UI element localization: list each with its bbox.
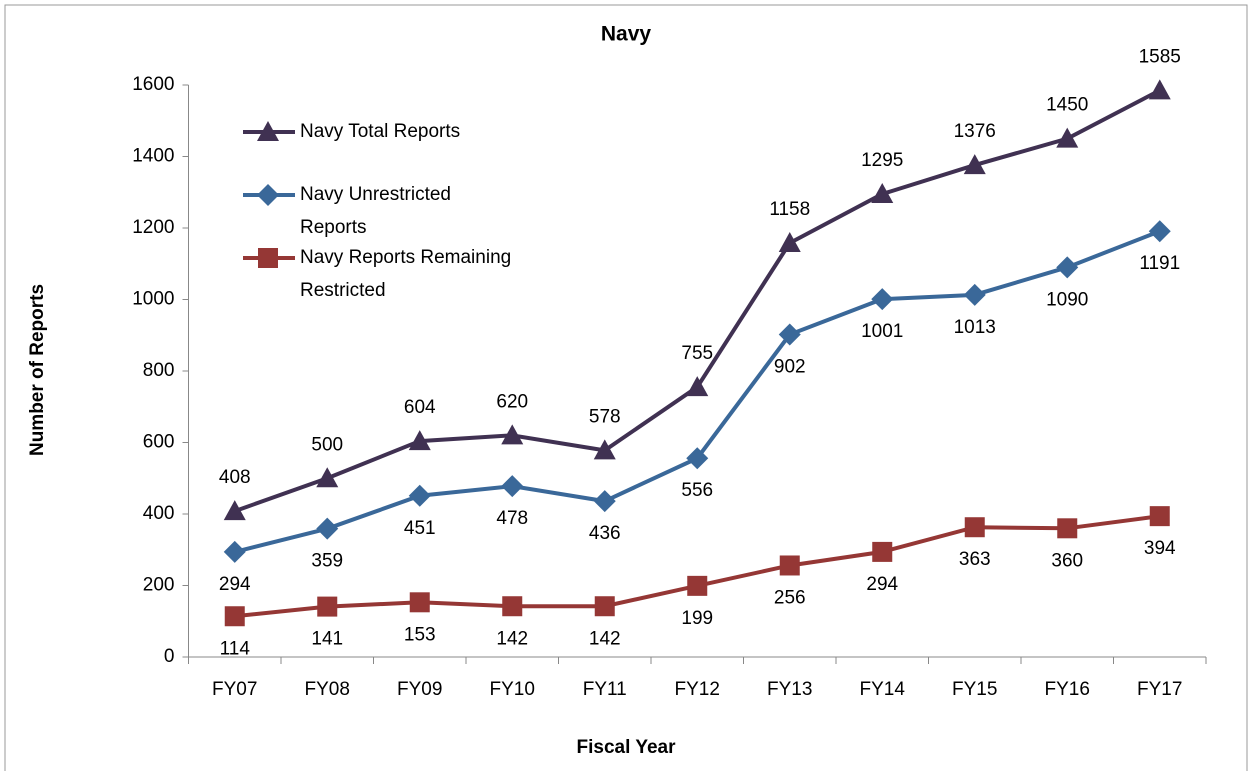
data-label: 394 <box>1144 538 1176 559</box>
chart-border <box>4 4 1248 771</box>
data-label: 1001 <box>861 321 903 342</box>
data-point <box>224 606 245 627</box>
data-label: 604 <box>404 397 436 418</box>
data-point <box>687 575 708 596</box>
legend-marker <box>257 121 279 141</box>
data-point <box>408 430 431 451</box>
data-label: 478 <box>496 508 528 529</box>
data-point <box>317 596 338 617</box>
y-tick-label: 1400 <box>132 146 174 167</box>
data-label: 1450 <box>1046 95 1088 116</box>
data-label: 1090 <box>1046 289 1088 310</box>
data-label: 359 <box>311 551 343 572</box>
y-tick-label: 800 <box>143 360 175 381</box>
data-label: 1013 <box>954 317 996 338</box>
data-label: 1191 <box>1139 253 1180 274</box>
data-label: 1295 <box>861 150 903 171</box>
data-label: 114 <box>220 638 251 659</box>
data-label: 1158 <box>769 199 810 220</box>
data-label: 294 <box>866 574 898 595</box>
x-tick-label: FY09 <box>397 679 442 700</box>
data-point <box>502 596 523 617</box>
data-label: 436 <box>589 523 621 544</box>
data-point <box>778 232 801 253</box>
data-label: 199 <box>681 608 713 629</box>
x-tick-label: FY07 <box>212 679 257 700</box>
data-label: 408 <box>219 467 251 488</box>
data-label: 620 <box>496 391 528 412</box>
x-tick-label: FY14 <box>860 679 906 700</box>
data-label: 500 <box>311 434 343 455</box>
data-label: 755 <box>681 343 713 364</box>
legend-marker <box>257 184 279 206</box>
data-point <box>686 447 709 470</box>
chart-title: Navy <box>601 23 652 46</box>
data-point <box>1149 506 1170 527</box>
data-point <box>501 475 524 498</box>
data-point <box>593 490 616 513</box>
data-label: 360 <box>1051 550 1083 571</box>
x-tick-label: FY12 <box>675 679 720 700</box>
data-label: 142 <box>589 628 621 649</box>
y-tick-label: 200 <box>143 575 175 596</box>
data-point <box>223 500 246 521</box>
data-point <box>1148 220 1171 243</box>
legend-label: Navy Reports Remaining Restricted <box>300 247 512 301</box>
y-tick-label: 600 <box>143 432 175 453</box>
y-tick-label: 1200 <box>132 217 174 238</box>
y-tick-label: 0 <box>164 646 175 667</box>
data-label: 902 <box>774 357 806 378</box>
x-tick-label: FY17 <box>1137 679 1182 700</box>
x-tick-label: FY08 <box>305 679 350 700</box>
x-tick-label: FY13 <box>767 679 812 700</box>
data-point <box>408 484 431 507</box>
legend-label: Navy Total Reports <box>300 121 461 142</box>
data-label: 153 <box>404 624 436 645</box>
data-point <box>409 592 430 613</box>
x-tick-label: FY10 <box>490 679 535 700</box>
data-point <box>871 183 894 204</box>
x-tick-label: FY16 <box>1045 679 1090 700</box>
data-point <box>686 376 709 397</box>
data-point <box>963 283 986 306</box>
data-point <box>1056 256 1079 279</box>
data-label: 578 <box>589 406 621 427</box>
data-label: 363 <box>959 549 991 570</box>
data-label: 256 <box>774 587 806 608</box>
data-point <box>1148 79 1171 100</box>
data-point <box>963 154 986 175</box>
data-point <box>1056 127 1079 148</box>
data-point <box>501 424 524 445</box>
data-point <box>594 596 615 617</box>
data-label: 142 <box>496 628 528 649</box>
y-tick-label: 1600 <box>132 74 174 95</box>
data-point <box>593 439 616 460</box>
data-point <box>316 517 339 540</box>
data-point <box>872 541 893 562</box>
legend-marker <box>258 248 278 268</box>
y-axis-label: Number of Reports <box>27 284 48 456</box>
legend-label: Navy Unrestricted Reports <box>300 184 451 238</box>
x-tick-label: FY11 <box>583 679 627 700</box>
data-point <box>316 467 339 488</box>
y-tick-label: 400 <box>143 503 175 524</box>
data-point <box>779 555 800 576</box>
data-point <box>223 540 246 563</box>
data-label: 1376 <box>954 121 996 142</box>
data-point <box>778 323 801 346</box>
data-label: 141 <box>311 629 343 650</box>
data-label: 294 <box>219 574 251 595</box>
x-tick-label: FY15 <box>952 679 997 700</box>
data-point <box>964 517 985 538</box>
data-point <box>871 288 894 311</box>
data-label: 1585 <box>1139 46 1181 67</box>
y-tick-label: 1000 <box>132 289 174 310</box>
data-point <box>1057 518 1078 539</box>
data-label: 556 <box>681 480 713 501</box>
data-label: 451 <box>404 518 436 539</box>
x-axis-label: Fiscal Year <box>577 737 677 758</box>
